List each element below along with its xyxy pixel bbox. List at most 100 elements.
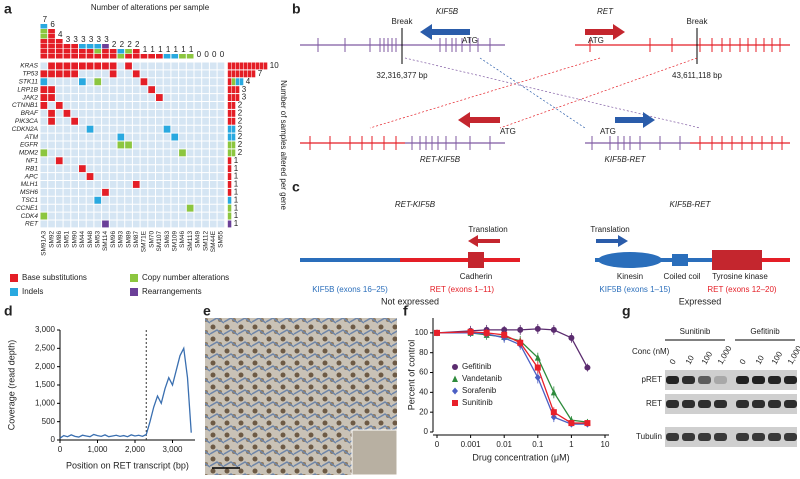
gene-bar-segment (227, 212, 232, 220)
sample-bar-segment (63, 49, 71, 54)
alteration-cell (102, 188, 109, 196)
gene-bar-segment (227, 125, 232, 133)
y-tick-label: 500 (42, 417, 56, 426)
coverage-line (59, 346, 192, 439)
legend-label: Copy number alterations (142, 273, 229, 282)
gene-bar-segment (227, 149, 232, 157)
band (714, 400, 727, 408)
sample-bar-segment (156, 54, 163, 59)
sample-bar-segment (79, 44, 86, 49)
kinase-domain (712, 250, 762, 270)
sample-bar-segment (55, 44, 63, 49)
fusion-arrow (458, 112, 500, 128)
band (768, 433, 781, 441)
sample-label: SM91A3 (41, 231, 48, 256)
ret-arrow (585, 24, 625, 40)
sample-count: 1 (150, 45, 155, 54)
alteration-cell (179, 149, 186, 157)
gene-count: 1 (234, 219, 239, 228)
blot-background (665, 427, 797, 447)
legend-label: Gefitinib (462, 362, 492, 371)
gene-count: 3 (242, 85, 247, 94)
gene-label: MLH1 (21, 181, 39, 188)
gene-bar-segment (243, 62, 248, 70)
sample-bar-segment (163, 54, 171, 59)
data-point (550, 326, 557, 333)
sample-label: SM90 (71, 231, 78, 248)
alteration-cell (109, 62, 117, 70)
right-bar-title: Number of samples altered per gene (279, 80, 288, 210)
gene-bar-segment (235, 70, 240, 78)
sample-count: 0 (212, 50, 217, 59)
gene-count: 10 (270, 61, 279, 70)
alteration-cell (48, 109, 55, 117)
gene-bar-segment (231, 94, 236, 101)
y-tick-label: 60 (419, 368, 428, 377)
sample-bar-segment (48, 29, 55, 34)
sample-count: 2 (127, 40, 132, 49)
sample-count: 3 (81, 35, 86, 44)
gene-bar-segment (231, 62, 236, 70)
gene-count: 2 (238, 140, 243, 149)
domain-label: Tyrosine kinase (712, 272, 768, 281)
x-tick-label: 0.001 (461, 440, 482, 449)
kif5b-part (300, 258, 400, 262)
alteration-cell (48, 94, 55, 101)
data-point (434, 329, 440, 336)
sample-bar-segment (55, 54, 63, 59)
data-point (452, 375, 458, 382)
sample-bar-segment (179, 54, 186, 59)
data-point (584, 420, 591, 427)
panel-label: c (292, 179, 300, 195)
sample-bar-segment (79, 49, 86, 54)
kinesin-domain (598, 252, 662, 268)
x-tick-label: 2,000 (125, 445, 146, 454)
gene-label: RB1 (25, 165, 38, 172)
fusion-link (499, 57, 698, 129)
sample-bar-segment (86, 54, 94, 59)
translation-label: Translation (590, 225, 629, 234)
band (682, 376, 695, 384)
sample-label: SM112 (202, 231, 209, 251)
band (768, 400, 781, 408)
alteration-cell (48, 70, 55, 78)
gene-bar-segment (227, 188, 232, 196)
band (752, 376, 765, 384)
y-tick-label: 40 (419, 387, 428, 396)
alteration-cell (48, 117, 55, 125)
y-tick-label: 20 (419, 407, 428, 416)
sample-label: SM44 (79, 231, 86, 248)
data-point (568, 334, 575, 341)
atg-label: ATG (588, 36, 604, 45)
sample-bar-segment (71, 44, 78, 49)
gene-bar-segment (259, 62, 264, 70)
gene-bar-segment (251, 70, 256, 78)
gene-bar-segment (227, 196, 232, 204)
gene-bar-segment (227, 78, 232, 86)
sample-bar-segment (171, 54, 179, 59)
legend-label: Vandetanib (462, 374, 502, 383)
gene-bar-segment (231, 117, 236, 125)
sample-bar-segment (117, 54, 125, 59)
sample-count: 3 (104, 35, 109, 44)
translation-arrow (596, 235, 628, 247)
sample-bar-segment (102, 49, 109, 54)
alteration-cell (55, 62, 63, 70)
alteration-cell (86, 62, 94, 70)
status: Not expressed (381, 296, 439, 306)
sample-bar-segment (48, 44, 55, 49)
alteration-cell (186, 204, 194, 212)
sample-count: 3 (97, 35, 102, 44)
sample-bar-segment (55, 49, 63, 54)
gene-count: 4 (246, 77, 251, 86)
sample-count: 2 (120, 40, 125, 49)
sample-bar-segment (63, 54, 71, 59)
data-point (452, 364, 458, 370)
gene-label: MDM2 (19, 150, 39, 157)
sample-bar-segment (55, 39, 63, 44)
fusion-name: KIF5B-RET (670, 200, 712, 209)
gene-bar-segment (227, 70, 232, 78)
sample-bar-segment (48, 54, 55, 59)
y-tick-label: 100 (415, 328, 429, 337)
sample-bar-segment (63, 44, 71, 49)
